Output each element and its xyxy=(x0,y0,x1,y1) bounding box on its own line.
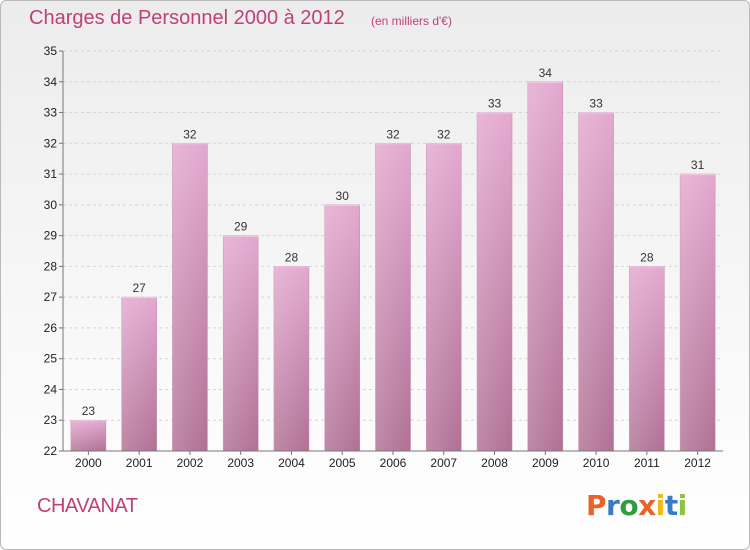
bar-highlight xyxy=(680,174,716,452)
bar-highlight xyxy=(578,112,614,452)
y-tick-label: 35 xyxy=(44,44,58,58)
y-tick-label: 22 xyxy=(44,444,58,458)
logo-letter: i xyxy=(655,489,666,522)
x-tick-label: 2009 xyxy=(532,456,559,470)
bar-highlight xyxy=(324,204,360,451)
bar-highlight xyxy=(477,112,513,452)
bar-highlight xyxy=(375,143,411,452)
y-tick-label: 33 xyxy=(44,106,58,120)
y-tick-label: 34 xyxy=(44,75,58,89)
y-tick-label: 30 xyxy=(44,198,58,212)
x-tick-label: 2000 xyxy=(75,456,102,470)
data-label: 32 xyxy=(386,127,400,141)
data-label: 28 xyxy=(285,250,299,264)
x-tick-label: 2007 xyxy=(430,456,457,470)
data-label: 32 xyxy=(437,127,451,141)
data-label: 29 xyxy=(234,220,248,234)
bar-highlight xyxy=(273,266,309,451)
data-label: 33 xyxy=(589,97,603,111)
labels-layer: 22 23 24 25 26 27 28 29 30 31 32 33 34 35 23 2000 27 2001… xyxy=(44,44,712,470)
data-label: 23 xyxy=(82,404,96,418)
data-label: 27 xyxy=(132,281,146,295)
chart-subtitle: (en milliers d'€) xyxy=(371,14,452,28)
x-tick-label: 2001 xyxy=(126,456,153,470)
x-tick-label: 2012 xyxy=(684,456,711,470)
y-tick-label: 32 xyxy=(44,136,58,150)
data-label: 31 xyxy=(691,158,705,172)
bar-highlight xyxy=(426,143,462,452)
data-label: 30 xyxy=(336,189,350,203)
bar-highlight xyxy=(172,143,208,452)
commune-name: CHAVANAT xyxy=(37,495,138,517)
logo-letter: r xyxy=(606,489,620,522)
bar-highlight xyxy=(223,235,259,451)
chart-title: Charges de Personnel 2000 à 2012 xyxy=(29,7,345,29)
bar-highlight xyxy=(70,420,106,451)
x-tick-label: 2002 xyxy=(177,456,204,470)
y-tick-label: 27 xyxy=(44,290,58,304)
x-tick-label: 2004 xyxy=(278,456,305,470)
y-tick-label: 28 xyxy=(44,259,58,273)
x-tick-label: 2005 xyxy=(329,456,356,470)
data-label: 32 xyxy=(183,127,197,141)
logo-letter: P xyxy=(586,489,607,522)
bars-layer xyxy=(70,81,716,452)
bar-highlight xyxy=(121,297,157,451)
y-tick-label: 31 xyxy=(44,167,58,181)
data-label: 28 xyxy=(640,250,654,264)
data-label: 34 xyxy=(539,66,553,80)
proxiti-logo[interactable]: Proxiti xyxy=(586,489,687,522)
x-tick-label: 2006 xyxy=(380,456,407,470)
x-tick-label: 2008 xyxy=(481,456,508,470)
y-tick-label: 23 xyxy=(44,413,58,427)
y-tick-label: 25 xyxy=(44,352,58,366)
x-tick-label: 2011 xyxy=(634,456,660,470)
bar-highlight xyxy=(527,81,563,452)
x-tick-label: 2003 xyxy=(227,456,254,470)
bar-highlight xyxy=(629,266,665,451)
logo-letter: i xyxy=(677,489,688,522)
y-tick-label: 24 xyxy=(44,382,58,396)
y-tick-label: 29 xyxy=(44,229,58,243)
axis-layer xyxy=(59,50,723,455)
y-tick-label: 26 xyxy=(44,321,58,335)
logo-letter: t xyxy=(664,489,678,522)
logo-letter: o xyxy=(619,489,639,522)
data-label: 33 xyxy=(488,97,502,111)
logo-letter: x xyxy=(638,489,656,522)
x-tick-label: 2010 xyxy=(583,456,610,470)
